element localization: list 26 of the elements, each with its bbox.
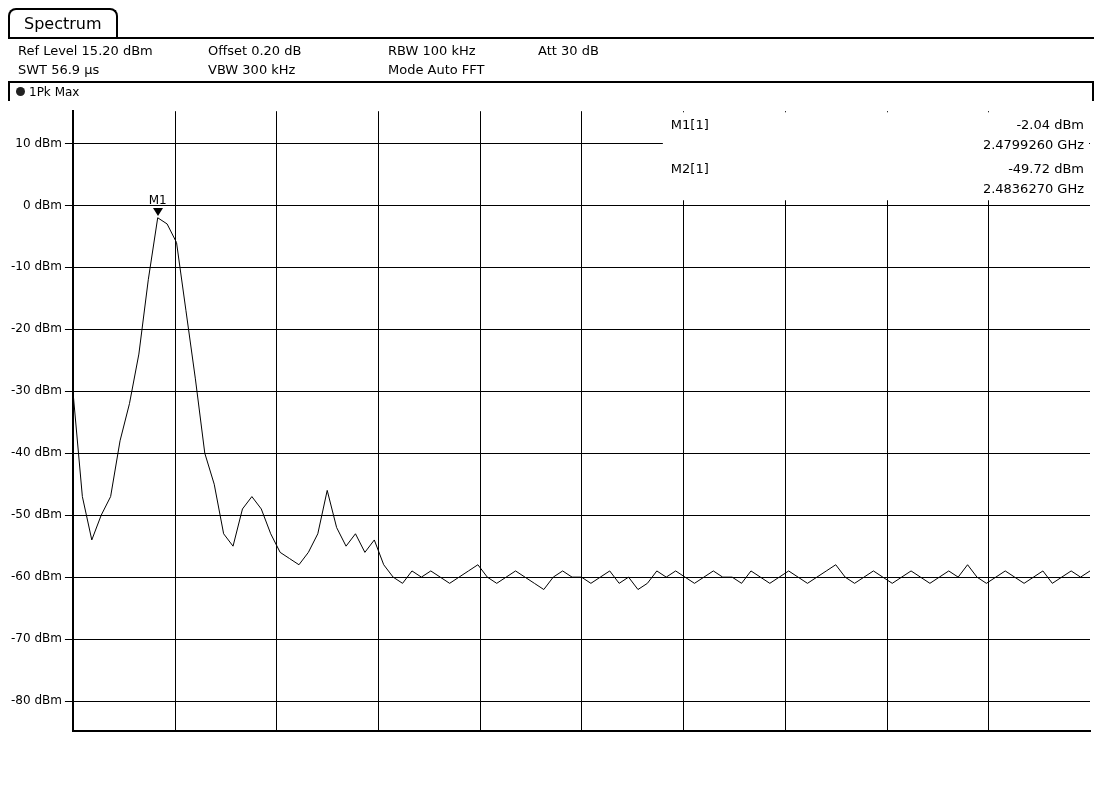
y-tick-label: -50 dBm [11, 507, 62, 522]
y-tick-label: -30 dBm [11, 383, 62, 398]
text: SWT 56.9 µs [18, 62, 101, 77]
text: 1Pk Max [29, 85, 80, 99]
annotation: M1[1] [670, 117, 709, 133]
annotation: -2.04 dBm [1016, 117, 1084, 133]
annotation: 2.4836270 GHz [982, 181, 1085, 197]
y-tick-label: -40 dBm [11, 445, 62, 460]
y-tick-label: -60 dBm [11, 569, 62, 584]
text: Ref Level 15.20 dBm [18, 43, 154, 58]
annotation: -49.72 dBm [1008, 161, 1084, 177]
annotation: M1 [148, 192, 167, 207]
y-tick-label: -70 dBm [11, 631, 62, 646]
y-tick-label: 0 dBm [22, 197, 62, 212]
text: Att 30 dB [538, 43, 600, 58]
annotation: M2[1] [670, 161, 709, 177]
text: VBW 300 kHz [208, 62, 297, 77]
y-tick-label: -20 dBm [11, 321, 62, 336]
text: RBW 100 kHz [388, 43, 477, 58]
annotation: 2.4799260 GHz [982, 137, 1085, 153]
text: Offset 0.20 dB [208, 43, 303, 58]
chart-title: Spectrum [8, 8, 118, 37]
y-tick-label: -10 dBm [11, 259, 62, 274]
y-tick-label: 10 dBm [15, 135, 62, 150]
y-tick-label: -80 dBm [11, 693, 62, 708]
text: Mode Auto FFT [388, 62, 486, 77]
